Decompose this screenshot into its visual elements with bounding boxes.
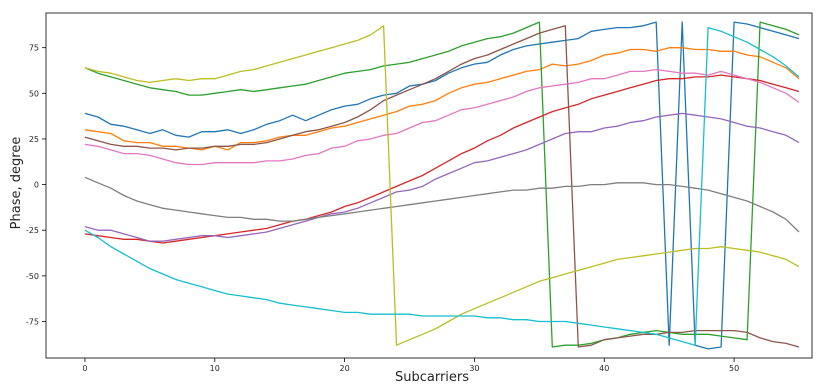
y-tick-label: -75 xyxy=(26,317,39,326)
x-tick-label: 30 xyxy=(469,364,479,373)
plot-area-frame xyxy=(45,12,813,359)
series-line-3 xyxy=(84,21,800,348)
series-line-6 xyxy=(84,25,800,348)
axes-frame xyxy=(45,12,813,359)
y-axis-label: Phase, degree xyxy=(9,137,24,230)
x-axis-ticks: 0 10 20 30 40 50 xyxy=(82,358,739,373)
series-line-1 xyxy=(84,21,800,350)
series-line-7 xyxy=(84,68,800,166)
series-line-4 xyxy=(84,74,800,244)
y-tick-label: 25 xyxy=(29,135,39,144)
x-tick-label: 20 xyxy=(340,364,350,373)
y-tick-label: -25 xyxy=(26,226,39,235)
y-tick-label: -50 xyxy=(26,272,39,281)
y-tick-label: 0 xyxy=(34,181,39,190)
x-axis-label: Subcarriers xyxy=(395,370,469,383)
series-line-8 xyxy=(84,176,800,233)
y-tick-label: 75 xyxy=(29,44,39,53)
y-tick-label: 50 xyxy=(29,89,39,98)
x-tick-label: 10 xyxy=(210,364,220,373)
series-line-10 xyxy=(84,26,800,346)
y-axis-ticks: -75 -50 -25 0 25 50 75 xyxy=(26,44,46,326)
x-tick-label: 50 xyxy=(729,364,739,373)
x-tick-label: 40 xyxy=(599,364,609,373)
series-layer xyxy=(84,21,800,350)
series-line-5 xyxy=(84,112,800,242)
x-tick-label: 0 xyxy=(82,364,87,373)
series-line-9 xyxy=(84,25,800,346)
series-line-2 xyxy=(84,47,800,151)
